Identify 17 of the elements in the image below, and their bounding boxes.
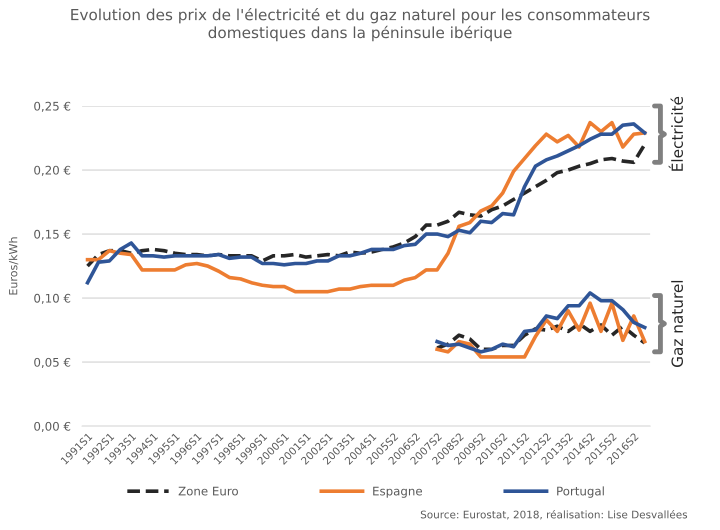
text: Gaz naturel xyxy=(671,280,683,368)
line-series xyxy=(435,291,647,354)
y-tick-label: 0,10 € xyxy=(34,294,70,304)
legend-label: Portugal xyxy=(557,486,604,498)
chart-title: Evolution des prix de l'électricité et du gaz naturel pour les consommateurs domestiques dans la péninsule ibérique xyxy=(71,8,650,42)
y-tick-label: 0,05 € xyxy=(34,358,70,368)
source-note: Source: Eurostat, 2018, réalisation: Lise Desvallées xyxy=(420,510,688,520)
text: Électricité xyxy=(668,96,683,171)
y-axis-title: Euros/kWh xyxy=(8,237,18,295)
line-series xyxy=(86,142,647,268)
legend-label: Espagne xyxy=(373,486,422,498)
y-tick-label: 0,20 € xyxy=(34,166,70,176)
y-tick-label: 0,15 € xyxy=(34,230,70,240)
y-tick-label: 0,00 € xyxy=(34,422,70,432)
legend-label: Zone Euro xyxy=(178,486,238,496)
y-tick-label: 0,25 € xyxy=(34,102,70,112)
line-series xyxy=(435,301,647,359)
